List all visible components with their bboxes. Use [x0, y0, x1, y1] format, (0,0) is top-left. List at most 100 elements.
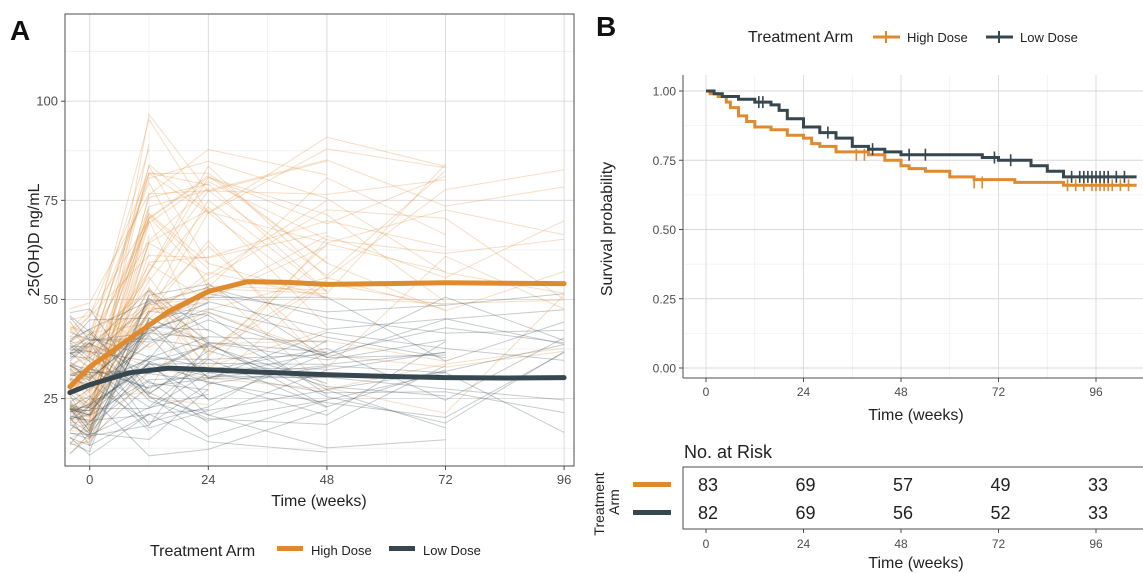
- panel-b-legend-high-dose-key: [873, 31, 900, 43]
- individual-trajectory: [69, 393, 209, 436]
- risk-count-low-dose: 82: [698, 503, 718, 523]
- panel-a-legend-title: Treatment Arm: [150, 543, 255, 560]
- individual-trajectory: [69, 339, 328, 423]
- individual-trajectory: [69, 315, 328, 438]
- individual-trajectory: [69, 148, 328, 424]
- individual-trajectory: [69, 179, 446, 404]
- individual-trajectory: [69, 333, 209, 391]
- individual-trajectory: [69, 174, 565, 389]
- individual-trajectory: [69, 326, 565, 433]
- individual-trajectory: [69, 211, 328, 399]
- individual-trajectory: [69, 351, 446, 455]
- individual-trajectory: [69, 307, 328, 357]
- risk-table: No. at Risk Treatment Arm 83 69 57 49 33 82 69…: [591, 442, 1143, 572]
- individual-trajectory: [69, 282, 446, 395]
- individual-trajectory: [69, 388, 209, 441]
- km-curve-low-dose: [706, 89, 1137, 179]
- individual-trajectory: [69, 183, 328, 412]
- x-tick-label: 48: [894, 537, 908, 551]
- individual-trajectory: [69, 344, 446, 429]
- individual-trajectory: [69, 165, 209, 366]
- x-tick-label: 0: [703, 537, 710, 551]
- panel-b-survival-curves: [706, 89, 1137, 192]
- individual-trajectory: [69, 341, 565, 390]
- panel-a-mean-curves: [67, 279, 567, 396]
- individual-trajectory: [69, 159, 565, 418]
- individual-trajectory: [69, 329, 209, 417]
- individual-trajectory: [69, 118, 446, 355]
- individual-trajectory: [69, 298, 150, 408]
- x-tick-label: 96: [1089, 537, 1103, 551]
- individual-trajectory: [69, 414, 150, 422]
- risk-table-row-label: Treatment Arm: [591, 468, 622, 535]
- y-tick-label: 25: [44, 391, 58, 406]
- individual-trajectory: [69, 290, 446, 379]
- risk-table-x-axis-label: Time (weeks): [868, 555, 963, 572]
- individual-trajectory: [69, 170, 446, 310]
- individual-trajectory: [69, 160, 565, 351]
- individual-trajectory: [69, 218, 328, 412]
- risk-count-high-dose: 33: [1088, 475, 1108, 495]
- individual-trajectory: [69, 206, 150, 389]
- individual-trajectory: [69, 345, 328, 420]
- individual-trajectory: [69, 317, 446, 436]
- y-tick-label: 0.50: [653, 223, 677, 237]
- y-tick-label: 100: [36, 94, 58, 109]
- y-tick-label: 50: [44, 292, 58, 307]
- x-tick-label: 72: [438, 472, 452, 487]
- series-line-high-dose: [67, 279, 567, 390]
- x-tick-label: 48: [320, 472, 334, 487]
- panel-b-y-ticks: 0.00 0.25 0.50 0.75 1.00: [653, 85, 683, 376]
- panel-b-x-ticks: 0 24 48 72 96: [703, 378, 1103, 399]
- panel-a-y-ticks: 25 50 75 100: [36, 94, 65, 406]
- individual-trajectory: [69, 283, 565, 432]
- individual-trajectory: [69, 319, 150, 416]
- individual-trajectory: [69, 271, 565, 362]
- x-tick-label: 24: [201, 472, 215, 487]
- individual-trajectory: [69, 209, 150, 454]
- risk-count-low-dose: 56: [893, 503, 913, 523]
- individual-trajectory: [69, 143, 150, 439]
- panel-a-legend-high-dose-label: High Dose: [311, 543, 372, 558]
- individual-trajectory: [69, 366, 209, 413]
- risk-count-low-dose: 33: [1088, 503, 1108, 523]
- panel-b-plot-area: 0 24 48 72 96 0.00 0.25 0.50 0.75 1.00: [653, 75, 1143, 399]
- individual-trajectory: [69, 199, 328, 419]
- individual-trajectory: [69, 319, 150, 447]
- individual-trajectory: [69, 300, 328, 412]
- risk-table-title: No. at Risk: [684, 442, 773, 462]
- y-tick-label: 75: [44, 193, 58, 208]
- individual-trajectory: [69, 343, 209, 446]
- individual-trajectory: [69, 235, 150, 411]
- individual-trajectory: [69, 343, 565, 437]
- individual-trajectory: [69, 220, 446, 416]
- individual-trajectory: [69, 373, 150, 432]
- panel-a-legend-high-dose-key: [277, 546, 303, 551]
- individual-trajectory: [69, 331, 565, 439]
- panel-b-x-axis-label: Time (weeks): [868, 407, 963, 424]
- individual-trajectory: [69, 240, 565, 420]
- panel-a-gridlines: [65, 14, 574, 466]
- individual-trajectory: [69, 256, 328, 415]
- individual-trajectory: [69, 165, 565, 366]
- individual-trajectory: [69, 327, 565, 432]
- individual-trajectory: [69, 301, 565, 379]
- panel-a-x-ticks: 0 24 48 72 96: [86, 466, 571, 487]
- individual-trajectory: [69, 331, 209, 341]
- individual-trajectory: [69, 328, 446, 449]
- panel-a-legend: Treatment Arm High Dose Low Dose: [150, 543, 481, 560]
- risk-count-high-dose: 57: [893, 475, 913, 495]
- individual-trajectory: [69, 320, 150, 444]
- individual-trajectory: [69, 181, 565, 430]
- risk-table-low-dose-key: [633, 510, 671, 515]
- individual-trajectory: [69, 327, 446, 413]
- risk-table-x-ticks: 0 24 48 72 96: [703, 529, 1103, 551]
- individual-trajectory: [69, 113, 328, 439]
- individual-trajectory: [69, 241, 150, 338]
- individual-trajectory: [69, 308, 446, 425]
- individual-trajectory: [69, 409, 209, 447]
- panel-a-x-axis-label: Time (weeks): [271, 493, 366, 510]
- individual-trajectory: [69, 220, 565, 382]
- individual-trajectory: [69, 200, 328, 421]
